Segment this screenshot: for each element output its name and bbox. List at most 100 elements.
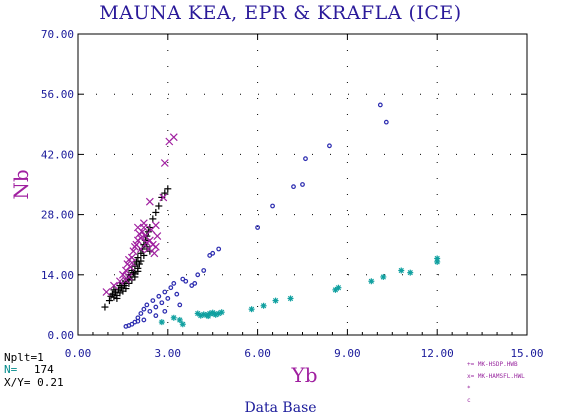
data-point <box>287 295 294 302</box>
data-point <box>133 223 142 232</box>
n-label: N= <box>4 363 18 376</box>
data-point <box>169 133 178 142</box>
data-point <box>327 143 332 149</box>
data-point <box>153 313 159 319</box>
data-point <box>121 276 130 284</box>
data-point <box>150 249 159 258</box>
data-point <box>174 291 180 297</box>
data-point <box>129 247 138 256</box>
x-tick-label: 12.00 <box>421 347 454 360</box>
xy-ratio: X/Y= 0.21 <box>4 376 64 389</box>
data-point <box>303 156 308 162</box>
data-point <box>150 298 156 304</box>
data-point <box>260 302 267 309</box>
y-tick-label: 28.00 <box>41 209 74 222</box>
y-tick-label: 14.00 <box>41 269 74 282</box>
data-point <box>110 293 118 301</box>
data-point <box>170 314 177 321</box>
data-point <box>158 319 165 326</box>
nplt-label: Nplt=1 <box>4 351 44 364</box>
data-point <box>127 258 136 267</box>
x-tick-label: 0.00 <box>65 347 92 360</box>
data-point <box>136 234 145 243</box>
legend-item-hamsfl: x= MK-HAMSFL.HWL <box>467 373 525 380</box>
data-point <box>201 268 207 273</box>
data-point <box>368 278 375 285</box>
data-point <box>205 313 212 320</box>
chart-title: MAUNA KEA, EPR & KRAFLA (ICE) <box>99 2 462 24</box>
plot-frame <box>77 33 528 336</box>
legend-item-star: * <box>467 385 471 392</box>
data-point <box>126 323 132 328</box>
data-point <box>380 273 387 280</box>
data-point <box>164 185 172 193</box>
data-point <box>149 215 157 223</box>
data-point <box>138 311 144 316</box>
data-point <box>153 304 159 310</box>
data-point <box>189 283 195 288</box>
data-point <box>153 232 162 241</box>
data-point <box>300 182 305 187</box>
data-point <box>101 303 109 311</box>
data-point <box>192 281 198 286</box>
data-point <box>434 255 441 262</box>
data-point <box>180 276 186 282</box>
data-point <box>211 310 218 317</box>
legend-item-c: c <box>467 397 471 404</box>
data-point <box>159 300 165 306</box>
data-point <box>248 306 255 313</box>
data-point <box>131 273 139 281</box>
data-point <box>147 308 153 314</box>
data-point <box>116 289 124 297</box>
data-point <box>140 251 148 259</box>
y-tick-label: 0.00 <box>48 329 75 342</box>
data-point <box>407 269 414 276</box>
data-point <box>165 296 171 301</box>
data-point <box>195 272 201 278</box>
n-value: 174 <box>33 363 54 376</box>
data-point <box>152 208 160 216</box>
legend-item-hsdp: += MK-HSDP.HWB <box>467 361 518 368</box>
data-point <box>335 284 342 291</box>
x-tick-label: 9.00 <box>334 347 361 360</box>
data-point <box>176 316 183 323</box>
data-point <box>145 236 154 245</box>
data-point <box>126 263 135 271</box>
data-point <box>160 159 169 167</box>
data-point <box>115 277 124 286</box>
data-point <box>183 278 189 284</box>
data-point <box>135 318 141 324</box>
data-point <box>139 219 148 228</box>
data-point <box>134 267 142 275</box>
data-point <box>113 294 121 302</box>
n-count: N= 174 <box>4 364 54 376</box>
y-tick-label: 56.00 <box>41 88 74 101</box>
data-point <box>216 246 222 252</box>
data-point <box>144 302 150 308</box>
data-point <box>168 285 174 291</box>
data-point <box>141 317 147 323</box>
data-point <box>102 288 111 296</box>
data-point <box>210 250 216 256</box>
y-tick-label: 70.00 <box>41 28 74 41</box>
data-point <box>136 245 145 253</box>
y-tick-label: 42.00 <box>41 148 74 161</box>
data-point <box>116 282 124 290</box>
data-point <box>122 285 130 293</box>
data-point <box>255 225 261 230</box>
y-axis-label: Nb <box>9 169 33 199</box>
data-point <box>162 308 168 314</box>
data-point <box>145 197 154 206</box>
data-point <box>218 309 225 316</box>
data-point <box>105 297 113 305</box>
data-point <box>137 257 145 265</box>
x-tick-label: 3.00 <box>155 347 182 360</box>
x-axis-label: Yb <box>290 363 317 387</box>
data-point <box>291 184 296 190</box>
data-point <box>121 266 130 275</box>
data-point <box>159 193 168 202</box>
data-point <box>118 270 127 279</box>
data-point <box>141 306 147 312</box>
x-tick-label: 15.00 <box>510 347 543 360</box>
data-point <box>135 260 143 268</box>
